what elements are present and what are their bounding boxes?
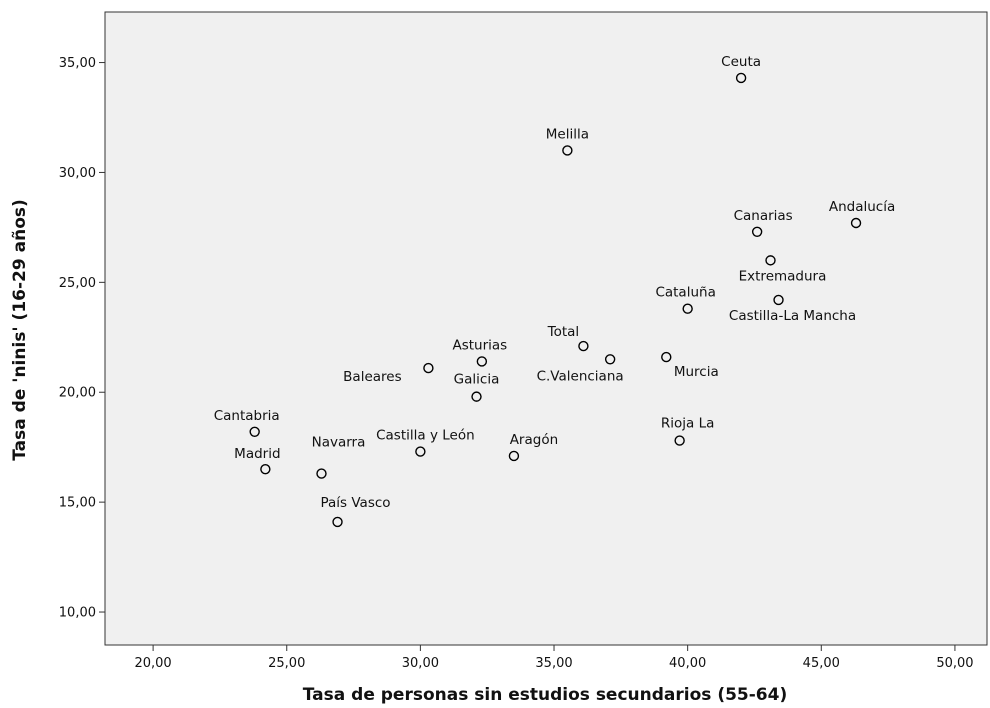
- data-point: [476, 356, 488, 367]
- data-point-label: Galicia: [454, 372, 500, 388]
- data-point: [735, 72, 747, 84]
- data-point-label: Total: [547, 324, 580, 340]
- x-tick-label: 20,00: [134, 656, 171, 671]
- y-tick-label: 10,00: [59, 606, 96, 621]
- y-axis-title: Tasa de 'ninis' (16-29 años): [10, 199, 30, 461]
- data-point-label: Andalucía: [829, 199, 895, 215]
- data-point: [316, 468, 327, 479]
- x-tick-label: 45,00: [803, 656, 840, 671]
- plot-area: [104, 11, 988, 646]
- data-point-label: Asturias: [452, 337, 507, 353]
- x-axis: 20,00 25,00 30,00 35,00 40,00 45,00 50,00: [134, 645, 974, 671]
- data-point: [773, 294, 784, 306]
- x-axis-title: Tasa de personas sin estudios secundario…: [303, 685, 787, 705]
- data-point-label: Melilla: [546, 126, 589, 142]
- data-point: [674, 435, 685, 446]
- data-point: [562, 145, 573, 156]
- data-point-label: C.Valenciana: [537, 368, 624, 384]
- data-point: [471, 391, 482, 402]
- data-point-label: Castilla y León: [376, 428, 475, 444]
- y-tick-label: 30,00: [59, 166, 96, 181]
- data-point-label: Murcia: [674, 364, 719, 380]
- x-tick-label: 30,00: [402, 656, 439, 671]
- y-tick-label: 20,00: [59, 386, 96, 401]
- data-point: [578, 340, 589, 352]
- data-point-label: Canarias: [734, 208, 793, 224]
- data-point-label: Navarra: [312, 435, 366, 451]
- data-point: [604, 354, 616, 365]
- data-point-label: Aragón: [510, 432, 558, 448]
- data-points: Ceuta Melilla Canarias Andalucía Extremadura…: [214, 54, 895, 528]
- data-point-label: Ceuta: [721, 54, 761, 70]
- y-axis: 10,00 15,00 20,00 25,00 30,00 35,00: [59, 56, 105, 621]
- data-point-label: Madrid: [234, 446, 280, 462]
- data-point: [765, 255, 776, 266]
- y-tick-label: 35,00: [59, 56, 96, 71]
- data-point: [751, 226, 763, 237]
- data-point-label: Extremadura: [739, 268, 827, 284]
- y-tick-label: 15,00: [59, 496, 96, 511]
- data-point: [249, 426, 260, 438]
- data-point-label: País Vasco: [320, 495, 390, 511]
- data-point: [332, 516, 343, 528]
- data-point: [682, 303, 693, 314]
- data-point: [508, 450, 520, 462]
- data-point-label: Baleares: [343, 369, 401, 385]
- data-point: [850, 217, 862, 229]
- x-tick-label: 40,00: [669, 656, 706, 671]
- data-point-label: Cantabria: [214, 408, 280, 424]
- data-point: [415, 446, 426, 457]
- data-point-label: Castilla-La Mancha: [729, 308, 856, 324]
- data-point: [260, 463, 271, 475]
- y-tick-label: 25,00: [59, 276, 96, 291]
- x-tick-label: 50,00: [936, 656, 973, 671]
- data-point: [661, 351, 672, 363]
- x-tick-label: 25,00: [268, 656, 305, 671]
- data-point: [423, 362, 434, 374]
- x-tick-label: 35,00: [535, 656, 572, 671]
- data-point-label: Rioja La: [661, 416, 715, 432]
- data-point-label: Cataluña: [655, 285, 715, 301]
